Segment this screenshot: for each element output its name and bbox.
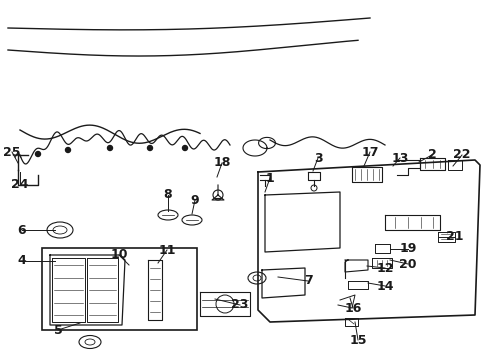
Text: 3: 3 — [314, 152, 322, 165]
Text: 13: 13 — [392, 152, 409, 165]
Text: 17: 17 — [361, 145, 379, 158]
Circle shape — [66, 148, 71, 153]
Text: 19: 19 — [399, 243, 416, 256]
Text: 21: 21 — [446, 230, 464, 243]
Text: 16: 16 — [344, 302, 362, 315]
Circle shape — [35, 152, 41, 157]
Circle shape — [147, 145, 152, 150]
Text: 20: 20 — [399, 257, 417, 270]
Bar — [42, 248, 197, 330]
Text: 24: 24 — [11, 179, 29, 192]
Text: 23: 23 — [231, 298, 249, 311]
Text: 22: 22 — [453, 148, 471, 162]
Text: 1: 1 — [266, 171, 274, 184]
Text: 11: 11 — [158, 243, 176, 256]
Text: 10: 10 — [110, 248, 128, 261]
Text: 2: 2 — [428, 148, 437, 162]
Text: 12: 12 — [376, 261, 394, 274]
Text: 14: 14 — [376, 279, 394, 292]
Circle shape — [107, 145, 113, 150]
Text: 25: 25 — [3, 145, 21, 158]
Circle shape — [182, 145, 188, 150]
Text: 7: 7 — [304, 274, 313, 288]
Text: 8: 8 — [164, 189, 172, 202]
Text: 4: 4 — [18, 255, 26, 267]
Text: 15: 15 — [349, 333, 367, 346]
Text: 9: 9 — [191, 194, 199, 207]
Text: 5: 5 — [53, 324, 62, 337]
Text: 18: 18 — [213, 157, 231, 170]
Text: 6: 6 — [18, 224, 26, 237]
